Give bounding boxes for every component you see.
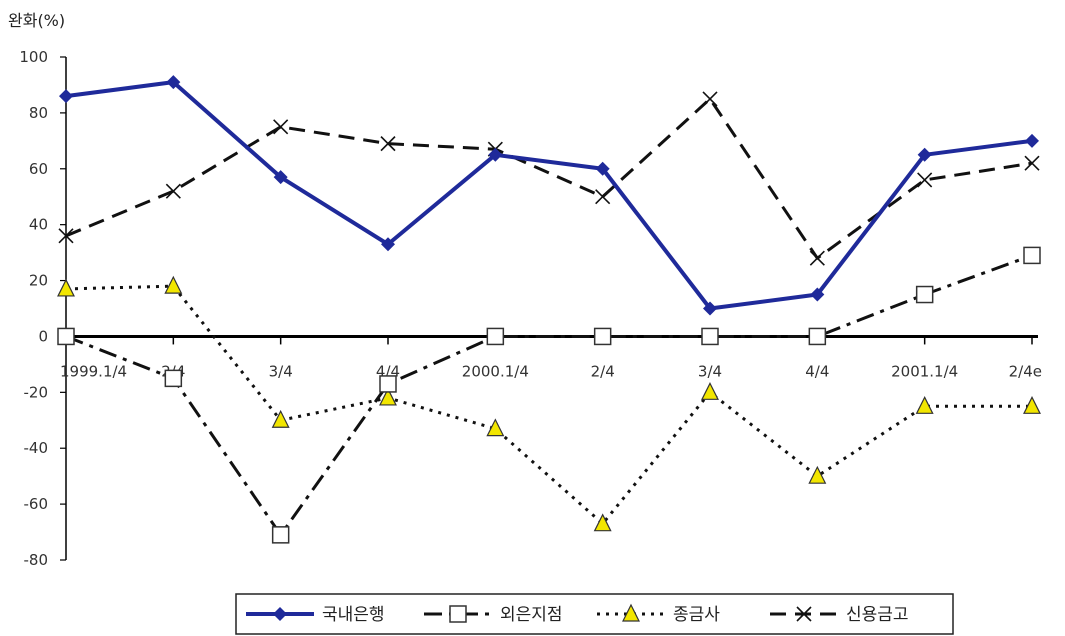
data-point-diamond: [488, 147, 503, 162]
series-3: [57, 275, 1041, 532]
x-tick-label: 1999.1/4: [60, 362, 127, 380]
series-layer: [57, 75, 1041, 544]
y-tick-label: -20: [24, 383, 49, 401]
data-point-square: [449, 605, 467, 623]
data-point-diamond: [166, 75, 181, 90]
y-tick-label: 80: [29, 104, 48, 122]
data-point-x: [595, 189, 611, 205]
legend-label: 외은지점: [500, 605, 563, 625]
y-tick-label: 40: [29, 216, 48, 234]
series-2: [57, 246, 1041, 544]
y-tick-label: 100: [19, 48, 48, 66]
series-line: [65, 253, 1033, 537]
data-point-diamond: [273, 170, 288, 185]
data-point-triangle: [808, 465, 827, 484]
legend-entry: 종금사: [597, 603, 720, 625]
data-point-x: [809, 250, 825, 266]
data-point-square: [593, 327, 612, 346]
y-tick-label: 60: [29, 160, 48, 178]
data-point-x: [796, 606, 812, 622]
x-tick-label: 2001.1/4: [891, 362, 958, 380]
data-point-square: [57, 327, 75, 346]
data-point-x: [58, 228, 74, 244]
data-point-square: [701, 327, 719, 346]
x-axis: 1999.1/42/43/44/42000.1/42/43/44/42001.1…: [60, 334, 1042, 380]
data-point-x: [1024, 155, 1040, 171]
data-point-diamond: [273, 607, 287, 621]
data-point-triangle: [379, 387, 397, 406]
data-point-square: [164, 369, 183, 388]
legend-label: 종금사: [673, 605, 720, 625]
y-tick-label: -60: [24, 495, 49, 513]
y-tick-label: 0: [38, 327, 48, 345]
y-tick-label: -80: [24, 551, 49, 569]
data-point-square: [808, 327, 827, 346]
x-tick-label: 3/4: [698, 362, 722, 380]
data-point-triangle: [915, 395, 934, 414]
data-point-triangle: [164, 275, 183, 294]
legend: 국내은행 외은지점 종금사 신용금고: [235, 593, 954, 635]
data-point-square: [271, 526, 290, 544]
data-point-square: [379, 375, 397, 393]
legend-label: 신용금고: [846, 605, 909, 625]
data-point-triangle: [1023, 395, 1041, 414]
data-point-square: [486, 327, 505, 346]
x-tick-label: 2/4e: [1009, 362, 1042, 380]
data-point-diamond: [59, 89, 73, 104]
x-tick-label: 4/4: [805, 362, 829, 380]
data-point-triangle: [622, 603, 640, 622]
y-tick-label: -40: [24, 439, 49, 457]
data-point-diamond: [595, 161, 610, 176]
y-axis-label: 완화(%): [8, 11, 65, 30]
data-point-diamond: [917, 147, 932, 162]
series-line: [65, 284, 1032, 526]
data-point-triangle: [701, 381, 719, 400]
y-axis-ticks: 100 80 60 40 20 0 -20 -40 -60 -80: [19, 48, 67, 569]
x-tick-label: 2/4: [591, 362, 615, 380]
series-line: [65, 80, 1033, 311]
data-point-triangle: [593, 513, 612, 532]
data-point-x: [917, 172, 933, 188]
data-point-diamond: [381, 237, 395, 252]
legend-label: 국내은행: [322, 605, 385, 625]
series-line: [65, 97, 1033, 260]
series-4: [58, 91, 1040, 266]
data-point-x: [702, 91, 718, 107]
x-tick-label: 2000.1/4: [462, 362, 529, 380]
data-point-x: [273, 119, 289, 135]
legend-entry: 신용금고: [770, 605, 909, 625]
data-point-triangle: [486, 418, 505, 437]
data-point-diamond: [703, 301, 717, 316]
legend-entry: 국내은행: [246, 605, 385, 625]
data-point-x: [165, 183, 181, 199]
x-tick-label: 3/4: [269, 362, 293, 380]
y-tick-label: 20: [29, 272, 48, 290]
data-point-square: [915, 285, 934, 304]
data-point-triangle: [57, 278, 75, 297]
legend-entry: 외은지점: [424, 605, 563, 625]
data-point-diamond: [1025, 133, 1039, 148]
data-point-diamond: [810, 287, 825, 302]
data-point-x: [380, 136, 396, 152]
data-point-square: [1023, 246, 1041, 265]
series-1: [59, 75, 1039, 316]
data-point-triangle: [271, 409, 290, 428]
